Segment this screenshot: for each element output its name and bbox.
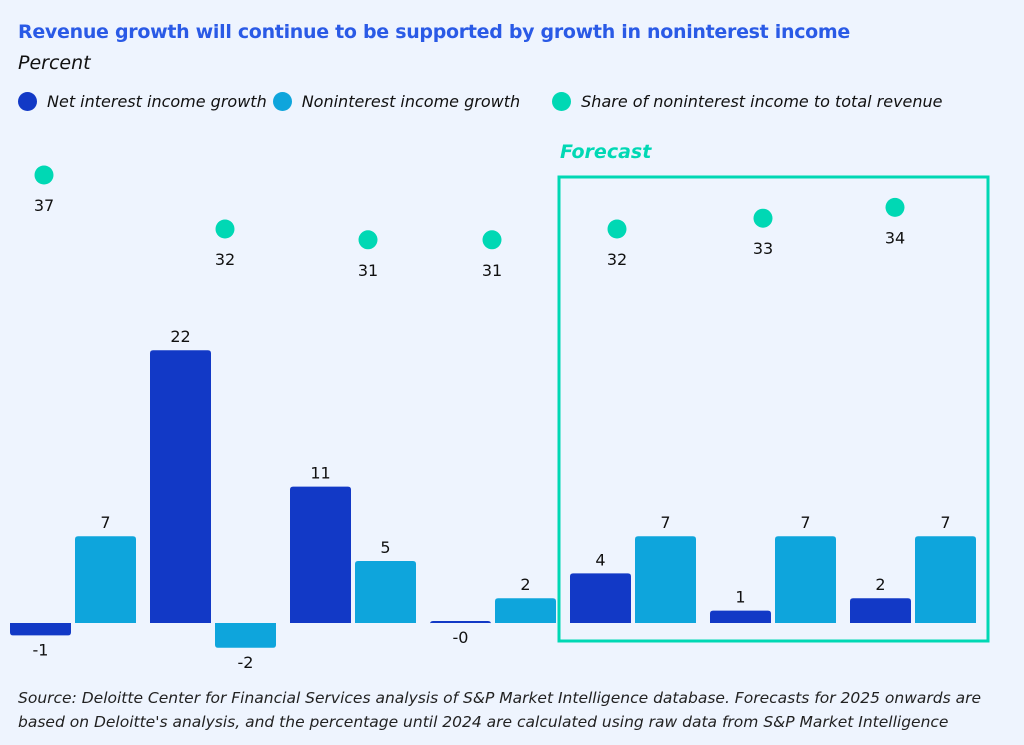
forecast-label: Forecast bbox=[560, 141, 652, 163]
bar-noninterest bbox=[775, 536, 836, 623]
bar-net-interest bbox=[290, 486, 351, 623]
bar-noninterest bbox=[495, 598, 556, 623]
bar-net-interest bbox=[850, 598, 911, 623]
legend-label: Share of noninterest income to total rev… bbox=[581, 92, 943, 111]
data-label: 7 bbox=[100, 513, 110, 532]
chart-title: Revenue growth will continue to be suppo… bbox=[18, 21, 851, 43]
source-note: Source: Deloitte Center for Financial Se… bbox=[18, 689, 981, 731]
data-label: -2 bbox=[238, 653, 254, 672]
data-label: 22 bbox=[170, 327, 190, 346]
data-label: 31 bbox=[482, 261, 502, 280]
legend-label: Net interest income growth bbox=[47, 92, 267, 111]
data-label: 37 bbox=[34, 196, 54, 215]
bar-net-interest bbox=[570, 573, 631, 623]
forecast-box bbox=[557, 175, 990, 643]
chart-subtitle: Percent bbox=[18, 52, 91, 74]
legend-dot-icon bbox=[18, 92, 37, 111]
bar-net-interest bbox=[150, 350, 211, 623]
data-label: 31 bbox=[358, 261, 378, 280]
share-point bbox=[482, 230, 502, 250]
bar-net-interest bbox=[710, 610, 771, 623]
data-label: 33 bbox=[753, 239, 773, 258]
legend-label: Noninterest income growth bbox=[301, 92, 521, 111]
share-point bbox=[607, 219, 627, 239]
legend: Net interest income growth Noninterest i… bbox=[18, 92, 967, 111]
bar-noninterest bbox=[75, 536, 136, 623]
bar-net-interest bbox=[430, 621, 491, 624]
bar-noninterest bbox=[635, 536, 696, 623]
bar-noninterest bbox=[355, 561, 416, 623]
share-point bbox=[34, 165, 54, 185]
share-point bbox=[753, 208, 773, 228]
bar-noninterest bbox=[915, 536, 976, 623]
share-point bbox=[358, 230, 378, 250]
data-label: 11 bbox=[310, 464, 330, 483]
data-label: 2 bbox=[520, 575, 530, 594]
data-label: 32 bbox=[607, 250, 627, 269]
legend-dot-icon bbox=[552, 92, 572, 111]
data-label: 7 bbox=[660, 513, 670, 532]
legend-item-share: Share of noninterest income to total rev… bbox=[552, 92, 943, 111]
data-label: 4 bbox=[595, 550, 605, 569]
bar-net-interest bbox=[10, 623, 71, 636]
data-label: 5 bbox=[380, 538, 390, 557]
data-label: 2 bbox=[875, 575, 885, 594]
data-label: 7 bbox=[800, 513, 810, 532]
data-label: 32 bbox=[215, 250, 235, 269]
bar-noninterest bbox=[215, 623, 276, 648]
data-label: -1 bbox=[33, 640, 49, 659]
data-label: 7 bbox=[940, 513, 950, 532]
data-label: 1 bbox=[735, 588, 745, 607]
legend-dot-icon bbox=[272, 92, 292, 111]
data-label: -0 bbox=[453, 628, 469, 647]
legend-item-net-interest: Net interest income growth bbox=[18, 92, 267, 111]
legend-item-noninterest: Noninterest income growth bbox=[272, 92, 521, 111]
share-point bbox=[885, 197, 905, 217]
data-label: 34 bbox=[885, 228, 905, 247]
share-point bbox=[215, 219, 235, 239]
